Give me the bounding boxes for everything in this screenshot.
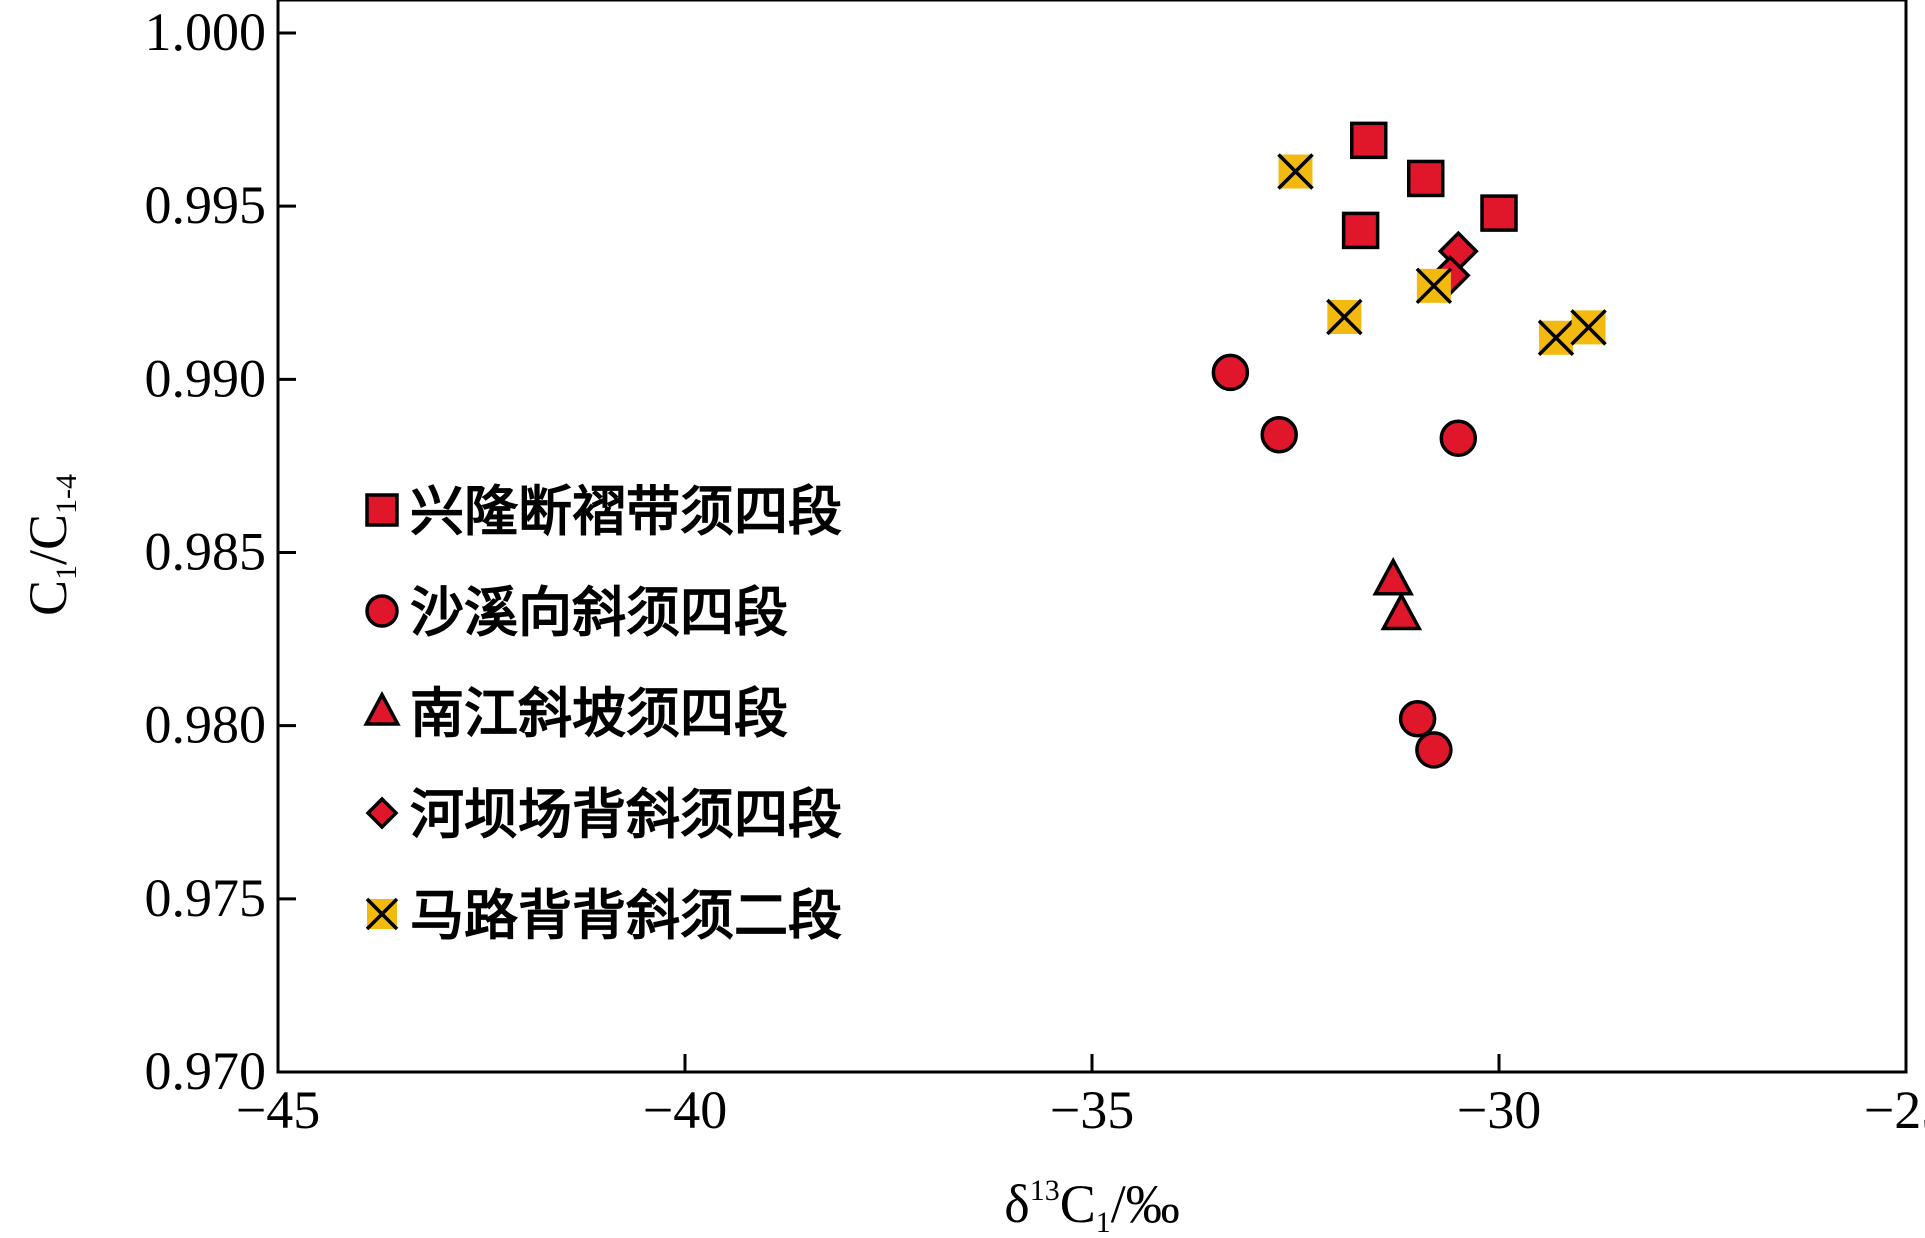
y-tick-label: 0.980 [145, 695, 267, 755]
data-point-xbox [1415, 267, 1453, 305]
x-tick-label: −30 [1457, 1080, 1541, 1140]
data-point-square [1480, 194, 1518, 232]
x-axis-title: δ13C1/‰ [1004, 1174, 1180, 1238]
y-tick-label: 0.985 [145, 522, 267, 582]
data-point-circle [1398, 699, 1437, 738]
legend-item: 河坝场背斜须四段 [365, 783, 842, 846]
y-tick-label: 0.990 [145, 348, 267, 408]
legend-marker-circle [365, 594, 399, 628]
x-axis: −45 −40 −35 −30 −25 [236, 1054, 1925, 1140]
legend-marker-xbox [365, 897, 399, 931]
data-point-triangle [1380, 591, 1423, 631]
data-point-triangle [1372, 556, 1414, 596]
data-point-xbox [1326, 298, 1363, 336]
data-point-xbox [1570, 309, 1607, 346]
legend-label: 沙溪向斜须四段 [410, 581, 788, 644]
x-tick-label: −25 [1864, 1080, 1925, 1140]
legend-marker-diamond [365, 796, 399, 830]
y-tick-label: 0.970 [145, 1041, 267, 1101]
legend-label: 河坝场背斜须四段 [410, 783, 842, 846]
y-axis: 0.970 0.975 0.980 0.985 0.990 0.995 1.000 [145, 2, 296, 1101]
x-tick-label: −40 [643, 1080, 727, 1140]
y-axis-title: C1/C1-4 [18, 474, 83, 616]
data-point-circle [1260, 415, 1298, 454]
data-point-square [1341, 211, 1380, 250]
data-point-square [1350, 121, 1388, 160]
legend-label: 南江斜坡须四段 [410, 682, 788, 745]
data-point-xbox [1537, 319, 1575, 357]
legend-marker-triangle [363, 691, 401, 726]
legend-marker-square [365, 493, 399, 527]
data-point-circle [1415, 731, 1453, 769]
y-tick-label: 0.975 [145, 868, 267, 928]
legend-item: 马路背背斜须二段 [365, 884, 842, 947]
data-point-square [1406, 159, 1445, 198]
legend-label: 马路背背斜须二段 [410, 884, 842, 947]
data-point-circle [1439, 419, 1478, 457]
y-tick-label: 1.000 [145, 2, 267, 62]
legend-label: 兴隆断褶带须四段 [410, 480, 842, 543]
legend-item: 沙溪向斜须四段 [365, 581, 788, 644]
x-tick-label: −35 [1050, 1080, 1134, 1140]
legend-item: 兴隆断褶带须四段 [365, 480, 842, 543]
data-point-circle [1211, 353, 1250, 392]
data-points [1211, 121, 1607, 769]
legend-item: 南江斜坡须四段 [363, 682, 788, 745]
data-point-xbox [1277, 153, 1314, 190]
x-tick-label: −45 [236, 1080, 320, 1140]
y-tick-label: 0.995 [145, 175, 267, 235]
